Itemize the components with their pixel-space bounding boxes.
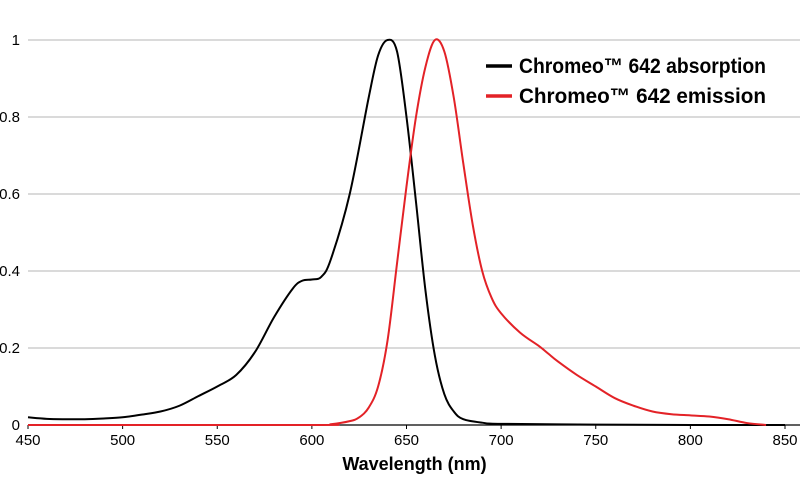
x-tick-label: 550 — [205, 432, 230, 449]
y-tick-label: 0.6 — [0, 186, 20, 203]
emission-series-line — [27, 38, 767, 427]
x-axis-title: Wavelength (nm) — [342, 454, 486, 474]
legend-label: Chromeo™ 642 absorption — [519, 55, 766, 78]
x-tick-label: 750 — [583, 432, 608, 449]
y-tick-label: 1 — [12, 32, 20, 49]
x-tick-label: 500 — [110, 432, 135, 449]
legend-label: Chromeo™ 642 emission — [519, 85, 766, 108]
y-axis-ticks: 0 0.2 0.4 0.6 0.8 1 — [0, 32, 20, 434]
y-tick-label: 0 — [12, 417, 20, 434]
y-tick-label: 0.2 — [0, 340, 20, 357]
x-tick-label: 700 — [489, 432, 514, 449]
x-tick-label: 800 — [678, 432, 703, 449]
absorption-series-line — [27, 38, 786, 427]
x-tick-label: 600 — [299, 432, 324, 449]
x-tick-label: 650 — [394, 432, 419, 449]
series-layer — [27, 38, 786, 427]
x-tick-label: 850 — [772, 432, 797, 449]
x-axis-ticks: 450 500 550 600 650 700 750 800 850 — [15, 425, 798, 449]
y-tick-label: 0.4 — [0, 263, 20, 280]
x-tick-label: 450 — [15, 432, 40, 449]
legend: Chromeo™ 642 absorption Chromeo™ 642 emis… — [486, 55, 766, 108]
y-tick-label: 0.8 — [0, 109, 20, 126]
